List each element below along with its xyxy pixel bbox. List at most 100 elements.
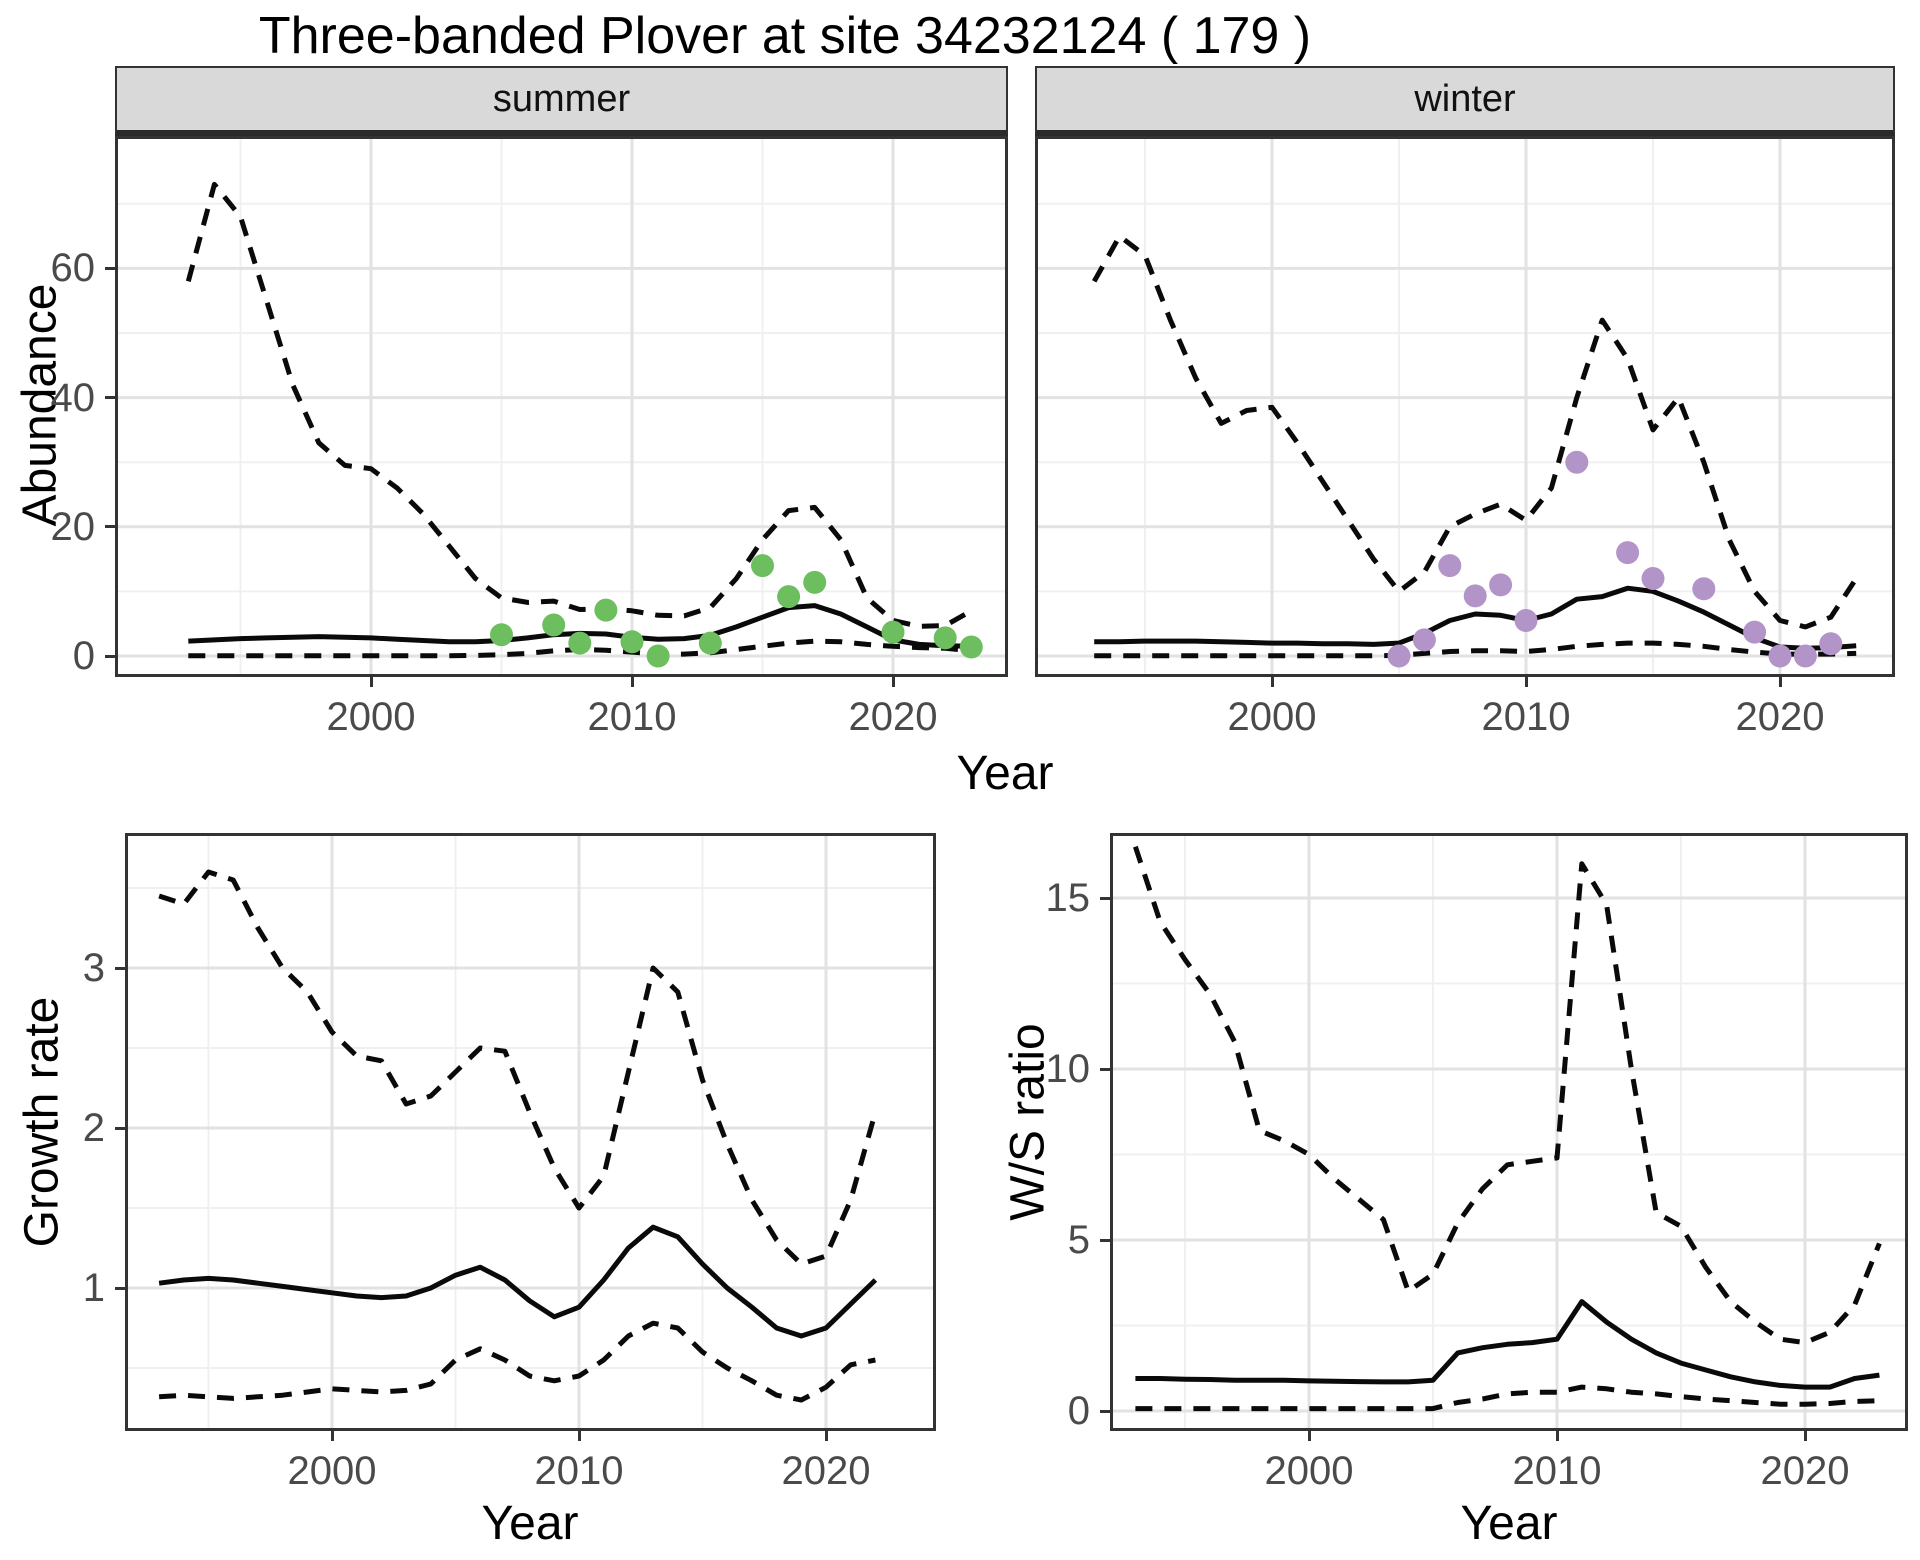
observation-point: [1692, 577, 1716, 601]
chart-title: Three-banded Plover at site 34232124 ( 1…: [258, 7, 1312, 65]
x-tick-mark: [1555, 1431, 1559, 1441]
x-tick-mark: [1803, 1431, 1807, 1441]
observation-point: [620, 630, 644, 654]
x-tick-mark: [330, 1431, 334, 1441]
panel-background: [115, 136, 1008, 677]
observation-point: [568, 631, 592, 655]
panel-border: [115, 136, 1008, 677]
facet-strip-winter: winter: [1035, 66, 1895, 136]
panel-border: [125, 833, 936, 1431]
y-tick-mark: [1100, 896, 1110, 900]
x-tick-mark: [891, 677, 895, 687]
panel-background: [1035, 136, 1895, 677]
x-tick-label: 2020: [781, 1449, 871, 1493]
y-tick-mark: [1100, 1238, 1110, 1242]
observation-point: [933, 626, 957, 650]
observation-point: [1743, 620, 1767, 644]
x-tick-label: 2010: [534, 1449, 624, 1493]
observation-point: [490, 623, 513, 647]
y-tick-label: 15: [1045, 876, 1091, 920]
x-axis-title-year-ws: Year: [1460, 1497, 1558, 1550]
x-tick-label: 2000: [326, 695, 416, 739]
observation-point: [594, 598, 618, 622]
x-tick-mark: [824, 1431, 828, 1441]
y-tick-label: 60: [50, 246, 96, 291]
y-tick-mark: [115, 966, 125, 970]
y-tick-mark: [105, 654, 115, 658]
observation-point: [1641, 567, 1665, 590]
y-tick-mark: [1100, 1409, 1110, 1413]
observation-point: [1463, 584, 1487, 608]
y-tick-mark: [1100, 1067, 1110, 1071]
panel-ws-ratio: [1110, 833, 1908, 1431]
observation-point: [1819, 632, 1843, 656]
y-tick-label: 0: [72, 634, 95, 678]
x-tick-label: 2000: [1227, 695, 1317, 739]
lower-ci-line: [1094, 640, 1857, 659]
upper-ci-line: [1133, 845, 1882, 1346]
observation-point: [777, 585, 801, 609]
x-tick-label: 2020: [1735, 695, 1825, 739]
observation-point: [1438, 554, 1462, 578]
x-tick-mark: [369, 677, 373, 687]
x-tick-label: 2020: [848, 695, 938, 739]
x-tick-label: 2010: [1512, 1449, 1602, 1493]
upper-ci-line: [158, 869, 878, 1267]
y-tick-mark: [115, 1286, 125, 1290]
panel-growth-rate: [125, 833, 936, 1431]
y-tick-mark: [105, 266, 115, 270]
observation-point: [698, 631, 722, 655]
panel-border: [1035, 136, 1895, 677]
observation-point: [1793, 644, 1817, 668]
y-tick-label: 2: [82, 1106, 105, 1150]
y-tick-label: 0: [1067, 1389, 1090, 1433]
x-axis-title-year-top: Year: [956, 747, 1054, 800]
observation-point: [959, 635, 983, 659]
panel-abundance-winter: [1035, 136, 1895, 677]
observation-point: [803, 570, 827, 594]
mean-line: [1094, 585, 1857, 651]
x-tick-mark: [1307, 1431, 1311, 1441]
observation-point: [1616, 541, 1640, 565]
facet-strip-summer-label: summer: [492, 77, 631, 120]
x-tick-label: 2000: [287, 1449, 377, 1493]
mean-line: [158, 1224, 878, 1339]
observation-point: [542, 613, 566, 637]
x-tick-mark: [1778, 677, 1782, 687]
mean-line: [1135, 1299, 1880, 1390]
upper-ci-line: [1092, 233, 1859, 630]
y-tick-label: 40: [50, 375, 96, 420]
x-tick-label: 2000: [1264, 1449, 1354, 1493]
x-tick-label: 2010: [1481, 695, 1571, 739]
y-tick-label: 20: [50, 504, 96, 549]
y-tick-label: 5: [1067, 1218, 1090, 1262]
x-tick-mark: [630, 677, 634, 687]
y-tick-mark: [105, 525, 115, 529]
observation-point: [1412, 628, 1436, 652]
observation-point: [751, 554, 774, 578]
panel-abundance-summer: [115, 136, 1008, 677]
x-tick-mark: [577, 1431, 581, 1441]
observation-point: [1768, 644, 1792, 668]
observation-point: [881, 620, 905, 644]
upper-ci-line: [185, 181, 973, 629]
y-tick-label: 1: [82, 1266, 105, 1310]
observation-point: [1387, 644, 1411, 668]
panel-background: [125, 833, 936, 1431]
y-tick-label: 10: [1045, 1047, 1091, 1091]
panel-border: [1110, 833, 1908, 1431]
x-tick-label: 2020: [1760, 1449, 1850, 1493]
panel-background: [1110, 833, 1908, 1431]
y-tick-mark: [115, 1126, 125, 1130]
observation-point: [646, 644, 670, 668]
y-tick-label: 3: [82, 946, 105, 990]
observation-point: [1489, 573, 1513, 597]
lower-ci-line: [1135, 1384, 1880, 1412]
y-tick-mark: [105, 396, 115, 400]
x-tick-label: 2010: [587, 695, 677, 739]
x-tick-mark: [1270, 677, 1274, 687]
observation-point: [1514, 609, 1538, 632]
x-axis-title-year-growth: Year: [481, 1497, 579, 1550]
x-tick-mark: [1524, 677, 1528, 687]
